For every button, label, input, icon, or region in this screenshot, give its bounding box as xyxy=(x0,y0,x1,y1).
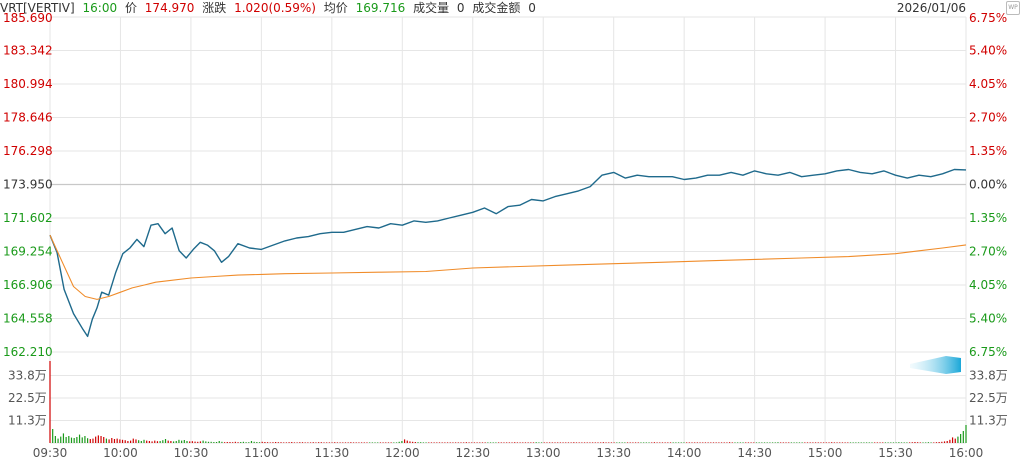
y-right-tick-label: 4.05% xyxy=(969,77,1007,91)
x-tick-label: 16:00 xyxy=(949,446,984,460)
avg-label: 均价 xyxy=(323,1,348,15)
y-left-tick-label: 178.646 xyxy=(3,111,53,125)
change-value: 1.020(0.59%) xyxy=(234,1,316,15)
y-left-tick-label: 185.690 xyxy=(3,11,53,25)
y-right-tick-label: 2.70% xyxy=(969,245,1007,259)
price-value: 174.970 xyxy=(144,1,195,15)
y-right-tick-label: 1.35% xyxy=(969,144,1007,158)
amount-value: 0 xyxy=(528,1,536,15)
y-right-tick-label: 1.35% xyxy=(969,211,1007,225)
x-tick-label: 12:30 xyxy=(455,446,490,460)
price-lines xyxy=(49,168,967,338)
y-right-tick-label: 5.40% xyxy=(969,312,1007,326)
volume-tick-left: 22.5万 xyxy=(8,391,47,405)
y-left-tick-label: 164.558 xyxy=(3,312,53,326)
x-tick-label: 15:00 xyxy=(808,446,843,460)
volume-value: 0 xyxy=(456,1,465,15)
y-right-tick-label: 4.05% xyxy=(969,278,1007,292)
volume-tick-right: 11.3万 xyxy=(969,414,1008,428)
y-left-tick-label: 166.906 xyxy=(3,278,53,292)
x-tick-label: 10:00 xyxy=(103,446,138,460)
change-label: 涨跌 xyxy=(202,1,227,15)
x-tick-label: 11:00 xyxy=(244,446,279,460)
y-left-tick-label: 183.342 xyxy=(3,44,53,58)
volume-bars xyxy=(49,361,967,443)
avg-value: 169.716 xyxy=(355,1,406,15)
y-left-tick-label: 173.950 xyxy=(3,178,53,192)
volume-label: 成交量 xyxy=(413,1,450,15)
x-tick-label: 14:30 xyxy=(737,446,772,460)
current-price-marker xyxy=(910,356,961,374)
date-label: 2026/01/06 xyxy=(896,1,966,15)
volume-tick-right: 22.5万 xyxy=(969,391,1008,405)
x-tick-label: 14:00 xyxy=(667,446,702,460)
time-value: 16:00 xyxy=(82,1,118,15)
y-left-tick-label: 162.210 xyxy=(3,345,53,359)
marker-shape xyxy=(910,356,961,374)
watermark-logo: WP xyxy=(1006,1,1020,15)
x-tick-label: 09:30 xyxy=(33,446,68,460)
volume-tick-left: 11.3万 xyxy=(8,414,47,428)
grid xyxy=(49,16,967,444)
volume-tick-left: 33.8万 xyxy=(8,369,47,383)
x-tick-label: 13:00 xyxy=(526,446,561,460)
y-right-tick-label: 6.75% xyxy=(969,345,1007,359)
avg-price-series-line xyxy=(49,234,967,300)
x-tick-label: 15:30 xyxy=(878,446,913,460)
y-right-tick-label: 6.75% xyxy=(969,11,1007,25)
y-right-tick-label: 0.00% xyxy=(969,178,1007,192)
y-right-tick-label: 2.70% xyxy=(969,111,1007,125)
y-left-tick-label: 180.994 xyxy=(3,77,53,91)
symbol-label: VRT[VERTIV] xyxy=(0,1,75,15)
x-tick-label: 12:00 xyxy=(385,446,420,460)
volume-tick-right: 33.8万 xyxy=(969,369,1008,383)
price-label: 价 xyxy=(124,1,137,15)
x-tick-label: 13:30 xyxy=(596,446,631,460)
y-right-tick-label: 5.40% xyxy=(969,44,1007,58)
y-left-tick-label: 176.298 xyxy=(3,144,53,158)
x-tick-label: 10:30 xyxy=(174,446,209,460)
amount-label: 成交金额 xyxy=(472,1,521,15)
y-left-tick-label: 171.602 xyxy=(3,211,53,225)
axis-labels: 09:30 10:00 10:30 11:00 11:30 12:00 12:30 13:00… xyxy=(3,11,1008,460)
price-series-line xyxy=(49,168,967,338)
y-left-tick-label: 169.254 xyxy=(3,245,53,259)
x-tick-label: 11:30 xyxy=(315,446,350,460)
chart-header: VRT[VERTIV] 16:00 价 174.970 涨跌 1.020(0.5… xyxy=(0,0,1024,16)
